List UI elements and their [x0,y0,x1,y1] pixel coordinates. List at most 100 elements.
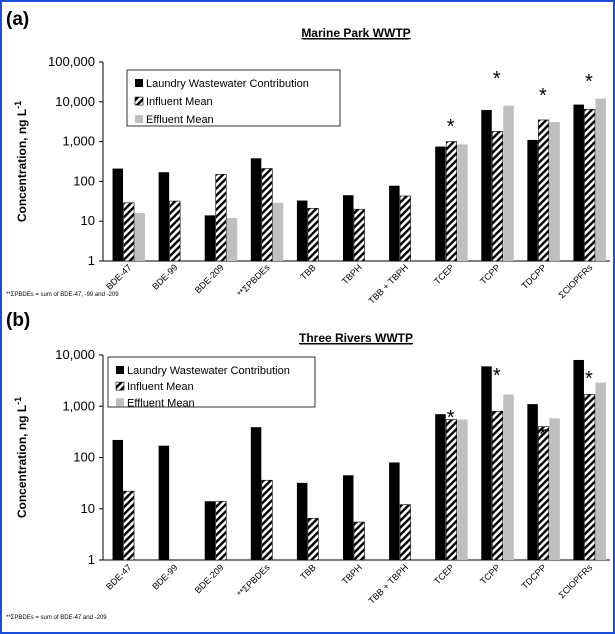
bar-laundry [158,172,170,261]
chart-title: Marine Park WWTP [301,26,410,40]
category-label: TBPH [340,262,364,286]
bar-influent [538,119,550,262]
category-label: TBB + TBPH [366,262,410,306]
bar-effluent [457,144,468,261]
bar-laundry [573,104,584,261]
bar-laundry [435,146,446,261]
legend-entry: Laundry Wastewater Contribution [127,365,290,377]
bar-laundry [250,427,262,560]
y-tick-label: 1,000 [62,398,95,413]
bar-effluent [457,419,468,560]
bar-influent [261,168,273,262]
bar-laundry [527,139,538,261]
bar-influent [123,490,135,561]
significance-star: * [539,424,547,446]
chart-title: Three Rivers WWTP [299,331,413,345]
bar-laundry [343,195,354,261]
bar-laundry [112,168,124,261]
category-label: BDE-47 [104,262,133,291]
bar-laundry [389,185,400,261]
bar-influent [215,174,227,262]
y-axis-label-sup: -1 [13,397,23,405]
significance-star: * [585,71,593,93]
footnote: **ΣPBDEs = sum of BDE-47 and -209 [6,615,107,621]
legend-swatch [135,79,143,87]
bar-influent [307,518,319,561]
bar-laundry [481,366,492,560]
y-tick-label: 1 [88,253,95,268]
y-tick-label: 100 [73,450,95,465]
significance-star: * [447,407,455,429]
footnote: **ΣPBDEs = sum of BDE-47, -99 and -209 [6,292,119,298]
bar-influent [353,208,365,262]
category-label: TBPH [340,562,364,586]
category-label: TCPP [478,262,502,286]
y-axis-label-main: Concentration, ng L [15,109,29,222]
category-label: BDE-209 [193,562,226,595]
legend-entry: Laundry Wastewater Contribution [146,78,309,90]
panel-letter: (a) [6,9,29,30]
y-tick-label: 100,000 [48,54,95,69]
bar-effluent [595,382,606,560]
bar-laundry [112,439,124,560]
bar-influent [445,419,457,561]
legend-swatch [134,96,144,106]
legend-entry: Influent Mean [146,96,213,108]
bar-effluent [134,213,146,261]
category-label: TDCPP [520,262,549,291]
category-label: TCEP [432,262,456,286]
bar-laundry [296,482,308,560]
category-label: TCPP [478,562,502,586]
significance-star: * [493,68,501,90]
bar-influent [307,208,319,262]
y-tick-label: 10,000 [55,94,95,109]
significance-star: * [539,85,547,107]
category-label: BDE-99 [150,562,179,591]
bar-influent [538,426,550,561]
category-label: ΣClOPFRs [556,262,594,300]
legend: Laundry Wastewater Contribution Influent … [107,356,316,409]
legend-entry: Effluent Mean [146,114,214,126]
bar-laundry [573,359,584,560]
y-axis-label: Concentration, ng L-1 [13,397,29,518]
category-label: TBB [298,562,317,581]
significance-star: * [585,368,593,390]
bar-influent [169,200,181,262]
bar-effluent [503,394,514,560]
significance-star: * [447,116,455,138]
bar-effluent [272,202,284,261]
chart-panel-b: (b) Three Rivers WWTP 1 10 100 1,000 10,000 Con… [6,310,610,621]
legend-box [107,356,316,408]
legend-entry: Influent Mean [127,381,194,393]
bar-influent [399,195,411,262]
y-tick-label: 10,000 [55,347,95,362]
bar-laundry [158,445,170,560]
category-label: TCEP [432,562,456,586]
bar-influent [584,108,596,262]
y-axis-label: Concentration, ng L-1 [13,101,29,222]
bar-effluent [595,98,606,261]
y-axis-label-main: Concentration, ng L [15,405,29,518]
bar-laundry [343,475,354,560]
y-axis-label-sup: -1 [13,101,23,109]
bar-influent [261,479,273,561]
bar-effluent [226,218,238,261]
category-label: BDE-209 [193,262,226,295]
category-label: TBB + TBPH [366,562,410,606]
category-label: BDE-47 [104,562,133,591]
bar-laundry [481,110,492,262]
bar-influent [491,410,504,561]
bar-influent [353,521,365,561]
significance-star: * [493,365,501,387]
bar-effluent [549,418,560,560]
legend: Laundry Wastewater Contribution Influent … [126,69,341,127]
y-tick-label: 10 [81,501,95,516]
category-label: TBB [298,262,317,281]
category-label: BDE-99 [150,262,179,291]
category-label: **ΣPBDEs [235,262,272,299]
bar-laundry [527,404,538,560]
bar-influent [445,141,457,262]
y-tick-label: 100 [73,173,95,188]
panel-letter: (b) [6,310,30,331]
